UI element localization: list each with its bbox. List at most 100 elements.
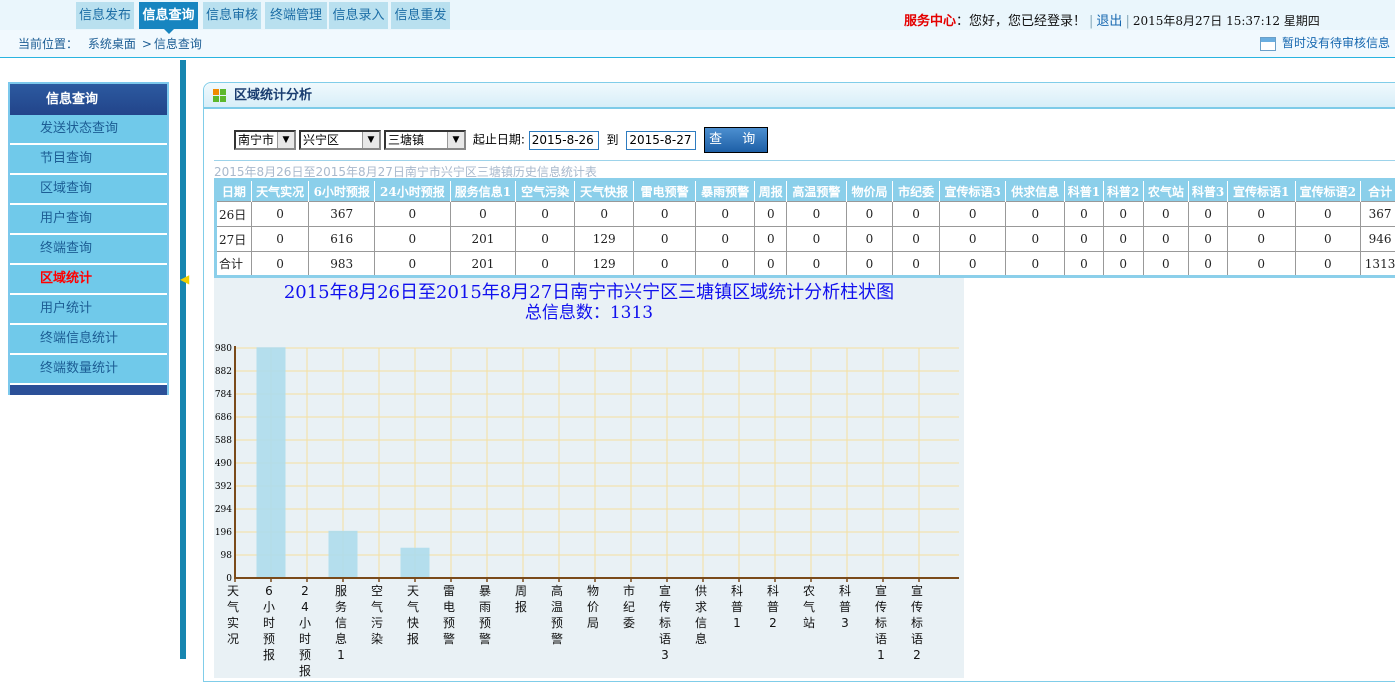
tab-terminal-manage[interactable]: 终端管理 [265,2,327,29]
sidebar-item-user-query[interactable]: 用户查询 [10,205,167,235]
tab-info-publish[interactable]: 信息发布 [76,2,134,29]
table-cell: 0 [893,227,940,252]
tab-info-query[interactable]: 信息查询 [139,2,198,29]
table-cell: 0 [1103,227,1143,252]
table-cell: 0 [755,202,787,227]
sidebar-item-region-query[interactable]: 区域查询 [10,175,167,205]
column-header: 24小时预报 [375,180,451,202]
table-cell: 0 [634,202,695,227]
bar[interactable] [257,347,286,578]
top-bar: 信息发布 信息查询 信息审核 终端管理 信息录入 信息重发 当前位置： 系统桌面… [0,0,1395,58]
table-cell: 0 [1227,202,1295,227]
sidebar-item-terminal-count-stats[interactable]: 终端数量统计 [10,355,167,385]
grid-icon [213,89,227,103]
sidebar-item-program-query[interactable]: 节目查询 [10,145,167,175]
breadcrumb-separator: > [142,37,152,51]
sidebar-item-terminal-query[interactable]: 终端查询 [10,235,167,265]
table-cell: 0 [695,227,755,252]
date-range-label: 起止日期: [473,133,525,147]
pending-text: 暂时没有待审核信息 [1282,36,1390,50]
edit-note-icon [1260,37,1276,51]
table-cell: 0 [1189,227,1228,252]
table-cell: 0 [251,202,309,227]
bar[interactable] [329,531,358,578]
column-header: 日期 [216,180,252,202]
y-tick-label: 490 [215,459,232,469]
chevron-down-icon: ▼ [277,132,294,148]
end-date-input[interactable]: 2015-8-27 [626,131,696,150]
table-cell: 129 [574,227,634,252]
tab-info-resend[interactable]: 信息重发 [391,2,450,29]
breadcrumb-desktop[interactable]: 系统桌面 [88,37,136,51]
table-cell: 0 [375,227,451,252]
table-cell: 0 [846,202,893,227]
column-header: 科普1 [1065,180,1104,202]
column-header: 市纪委 [893,180,940,202]
column-header: 合计 [1361,180,1395,202]
start-date-input[interactable]: 2015-8-26 [529,131,599,150]
table-cell: 0 [375,252,451,277]
sidebar-item-region-stats[interactable]: 区域统计 [10,265,167,295]
table-cell: 0 [893,202,940,227]
table-cell: 0 [516,252,575,277]
column-header: 天气快报 [574,180,634,202]
table-cell: 0 [1103,202,1143,227]
bar-chart: 2015年8月26日至2015年8月27日南宁市兴宁区三塘镇区域统计分析柱状图总… [214,278,964,678]
table-cell: 0 [695,202,755,227]
breadcrumb-label: 当前位置： [18,37,78,51]
table-cell: 0 [1006,227,1065,252]
chart-subtitle: 总信息数：1313 [525,303,653,323]
table-cell: 0 [1065,202,1104,227]
table-cell: 0 [375,202,451,227]
sidebar-item-send-status[interactable]: 发送状态查询 [10,115,167,145]
table-cell: 983 [309,252,375,277]
table-cell: 合计 [216,252,252,277]
query-button[interactable]: 查 询 [704,127,768,153]
table-cell: 27日 [216,227,252,252]
town-select[interactable]: 三塘镇▼ [384,130,466,150]
y-tick-label: 0 [226,574,232,584]
sidebar: 信息查询 发送状态查询 节目查询 区域查询 用户查询 终端查询 区域统计 用户统… [8,82,169,395]
table-cell: 367 [1361,202,1395,227]
tab-info-entry[interactable]: 信息录入 [329,2,388,29]
column-header: 宣传标语3 [939,180,1006,202]
region-stats-panel: 区域统计分析 南宁市▼兴宁区▼三塘镇▼ 起止日期: 2015-8-26 到 20… [203,82,1395,682]
table-cell: 0 [1006,252,1065,277]
sidebar-item-user-stats[interactable]: 用户统计 [10,295,167,325]
collapse-arrow-icon[interactable]: ◀ [180,272,189,286]
column-header: 天气实况 [251,180,309,202]
x-tick-label: 市纪委 [623,583,635,630]
table-cell: 1313 [1361,252,1395,277]
column-header: 周报 [755,180,787,202]
district-select[interactable]: 兴宁区▼ [299,130,381,150]
bar[interactable] [401,548,430,578]
breadcrumb: 当前位置： 系统桌面>信息查询 [18,35,208,52]
table-cell: 0 [1295,252,1361,277]
y-tick-label: 294 [215,505,232,515]
chevron-down-icon: ▼ [447,132,464,148]
table-cell: 26日 [216,202,252,227]
table-cell: 0 [846,227,893,252]
table-cell: 0 [1143,252,1189,277]
sidebar-splitter[interactable] [180,60,186,659]
table-cell: 0 [787,252,847,277]
sidebar-item-terminal-info-stats[interactable]: 终端信息统计 [10,325,167,355]
column-header: 宣传标语1 [1227,180,1295,202]
table-cell: 0 [516,202,575,227]
table-cell: 0 [695,252,755,277]
table-cell: 0 [1065,227,1104,252]
chart-title: 2015年8月26日至2015年8月27日南宁市兴宁区三塘镇区域统计分析柱状图 [284,282,894,303]
tab-info-review[interactable]: 信息审核 [203,2,261,29]
table-cell: 0 [1006,202,1065,227]
table-cell: 0 [1065,252,1104,277]
logout-link[interactable]: 退出 [1096,14,1122,29]
table-cell: 0 [1227,252,1295,277]
chevron-down-icon: ▼ [362,132,379,148]
table-cell: 0 [755,252,787,277]
table-cell: 616 [309,227,375,252]
city-select[interactable]: 南宁市▼ [234,130,296,150]
pending-review-link[interactable]: 暂时没有待审核信息 [1260,34,1390,51]
y-tick-label: 98 [221,551,233,561]
